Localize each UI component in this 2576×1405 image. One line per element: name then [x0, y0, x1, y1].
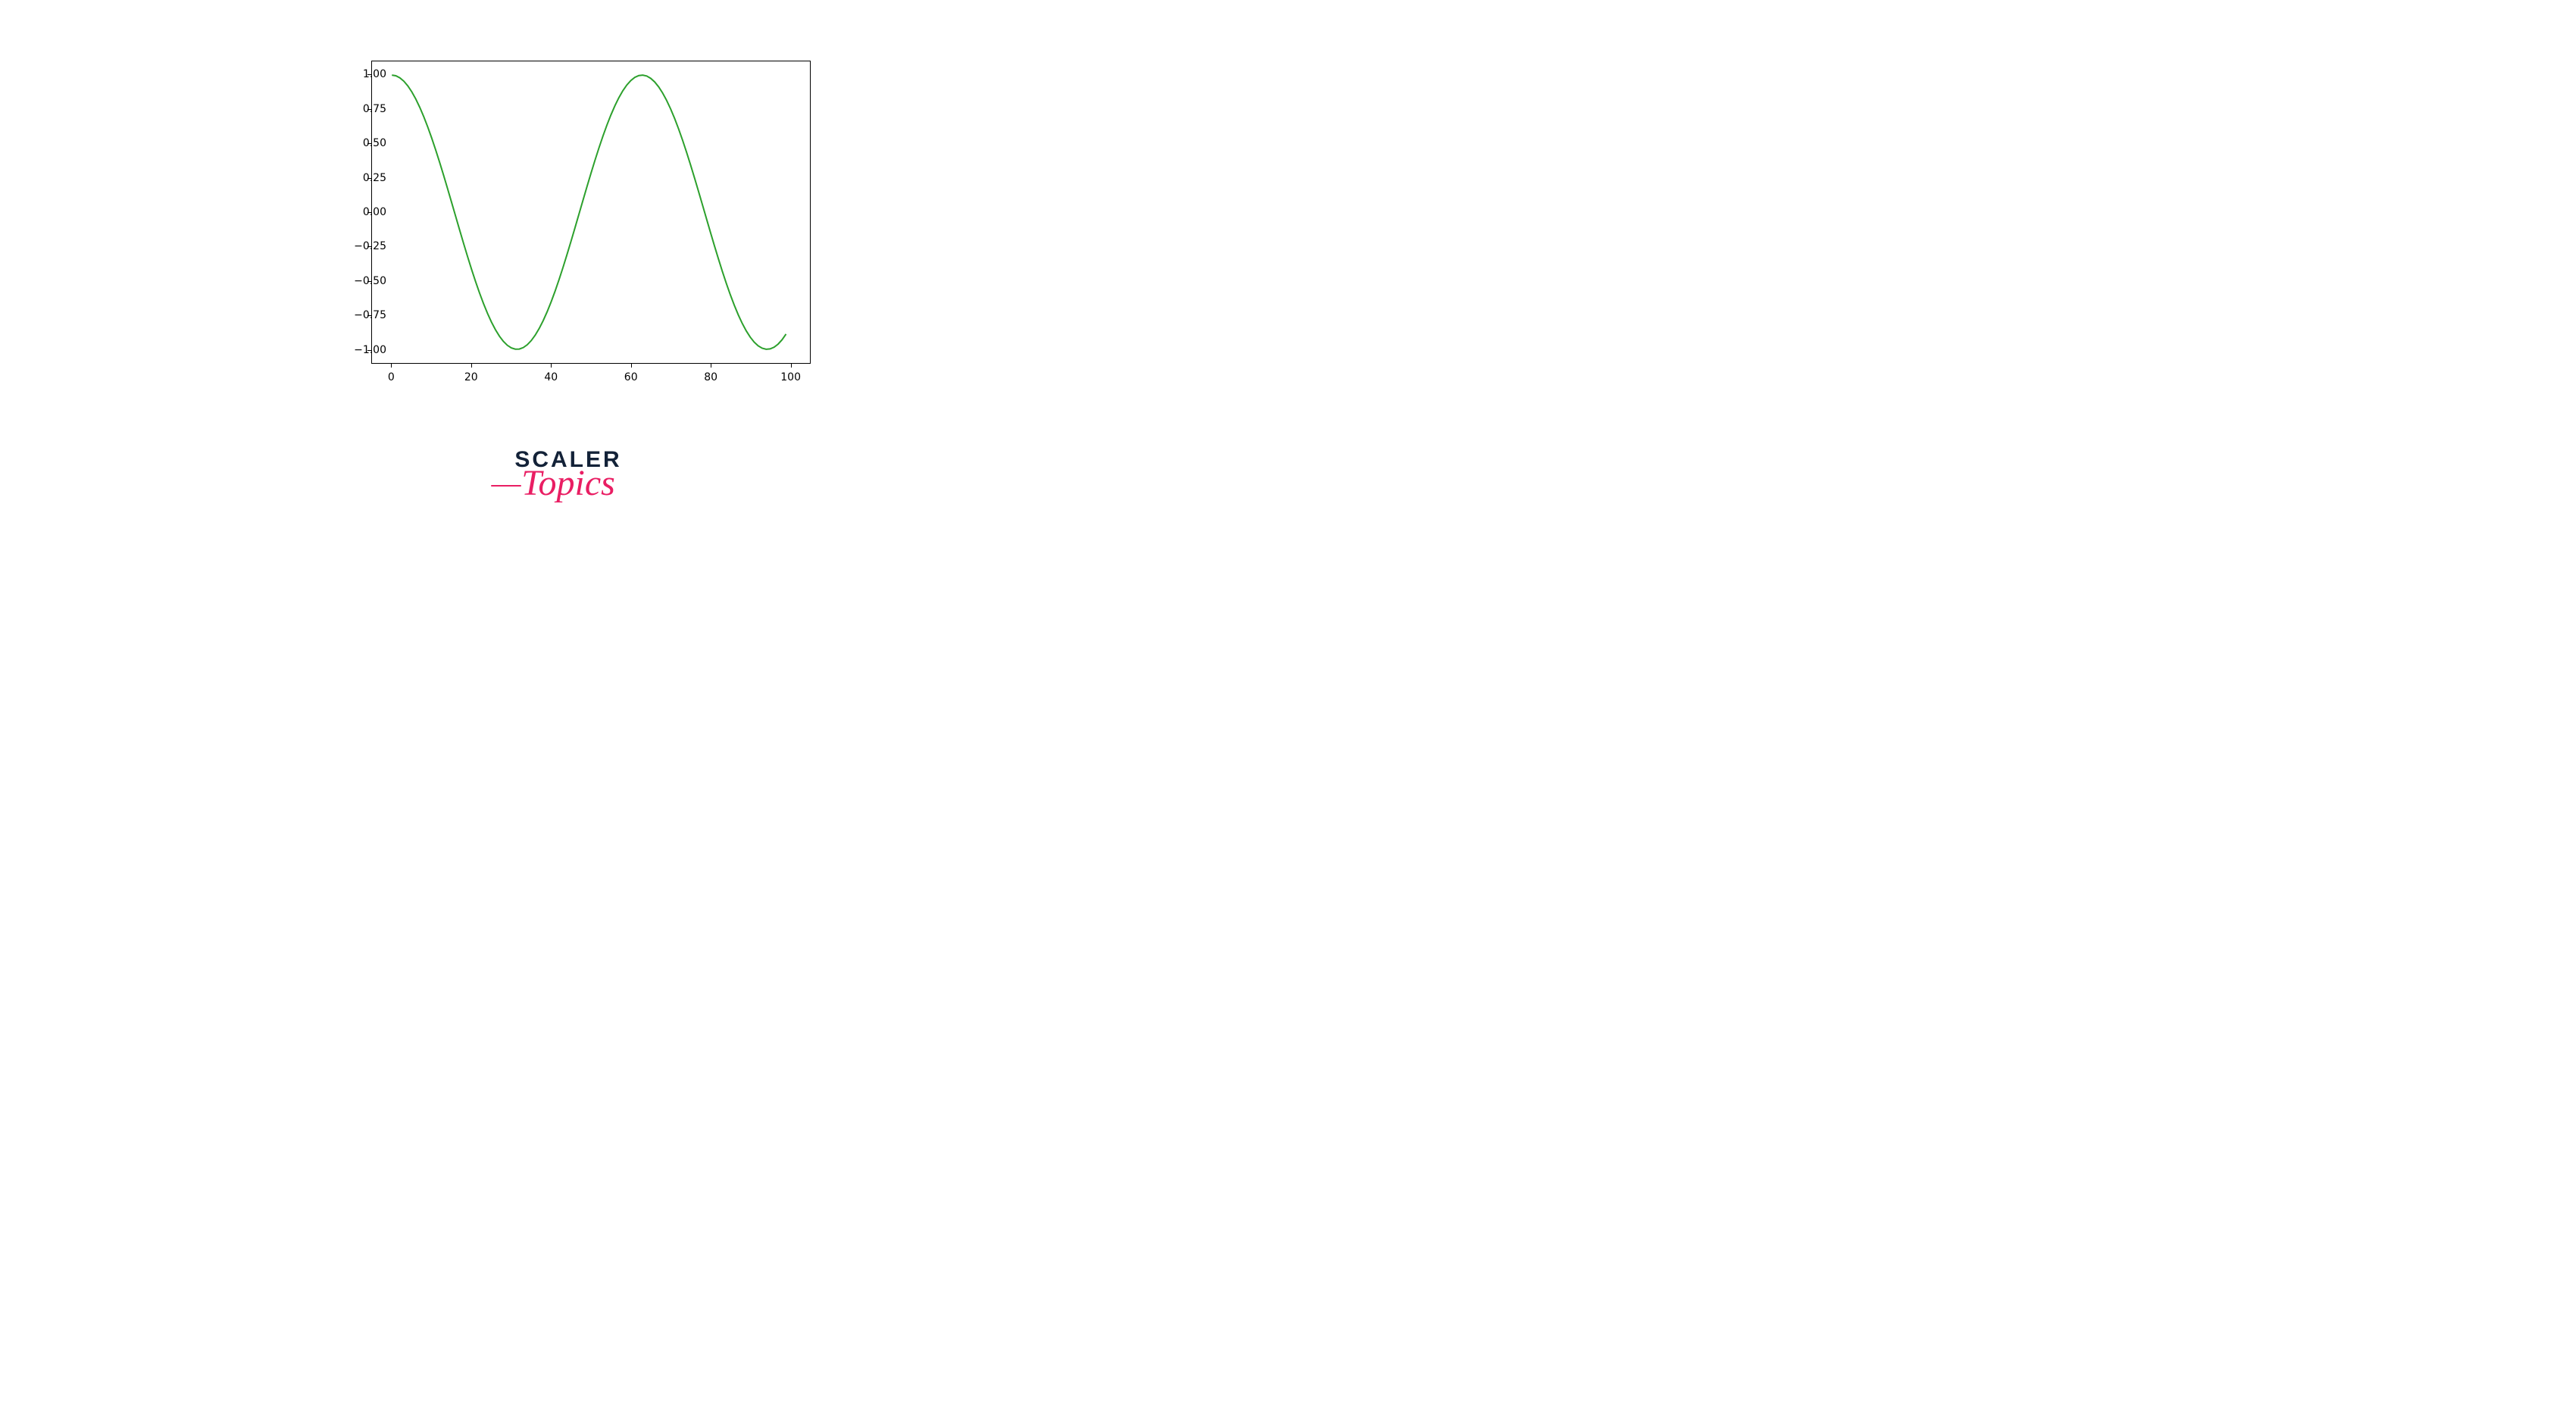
xtick-mark	[631, 364, 632, 368]
ytick-mark	[367, 178, 371, 179]
ytick-label: −0.50	[341, 275, 386, 287]
xtick-mark	[391, 364, 392, 368]
ytick-label: −0.25	[341, 240, 386, 252]
ytick-label: 0.25	[341, 172, 386, 184]
xtick-label: 20	[456, 371, 486, 383]
ytick-mark	[367, 350, 371, 351]
chart-container: −1.00 −0.75 −0.50 −0.25 0.00 0.25 0.50 0.75 1.00…	[303, 38, 833, 417]
xtick-label: 40	[536, 371, 566, 383]
ytick-label: 0.00	[341, 206, 386, 218]
ytick-mark	[367, 315, 371, 316]
xtick-mark	[471, 364, 472, 368]
scaler-topics-logo: SCALER Topics	[455, 447, 682, 523]
ytick-mark	[367, 143, 371, 144]
ytick-label: −0.75	[341, 309, 386, 321]
ytick-label: −1.00	[341, 344, 386, 356]
ytick-mark	[367, 74, 371, 75]
cosine-line	[392, 75, 786, 349]
ytick-label: 0.50	[341, 137, 386, 149]
xtick-label: 100	[776, 371, 806, 383]
ytick-mark	[367, 246, 371, 247]
line-plot-svg	[372, 61, 810, 363]
xtick-label: 80	[696, 371, 726, 383]
plot-area	[371, 61, 811, 364]
ytick-mark	[367, 212, 371, 213]
ytick-label: 1.00	[341, 68, 386, 80]
logo-line2: Topics	[521, 462, 615, 504]
xtick-label: 60	[616, 371, 646, 383]
xtick-label: 0	[376, 371, 406, 383]
xtick-mark	[551, 364, 552, 368]
ytick-mark	[367, 281, 371, 282]
ytick-label: 0.75	[341, 103, 386, 115]
ytick-mark	[367, 109, 371, 110]
xtick-mark	[791, 364, 792, 368]
